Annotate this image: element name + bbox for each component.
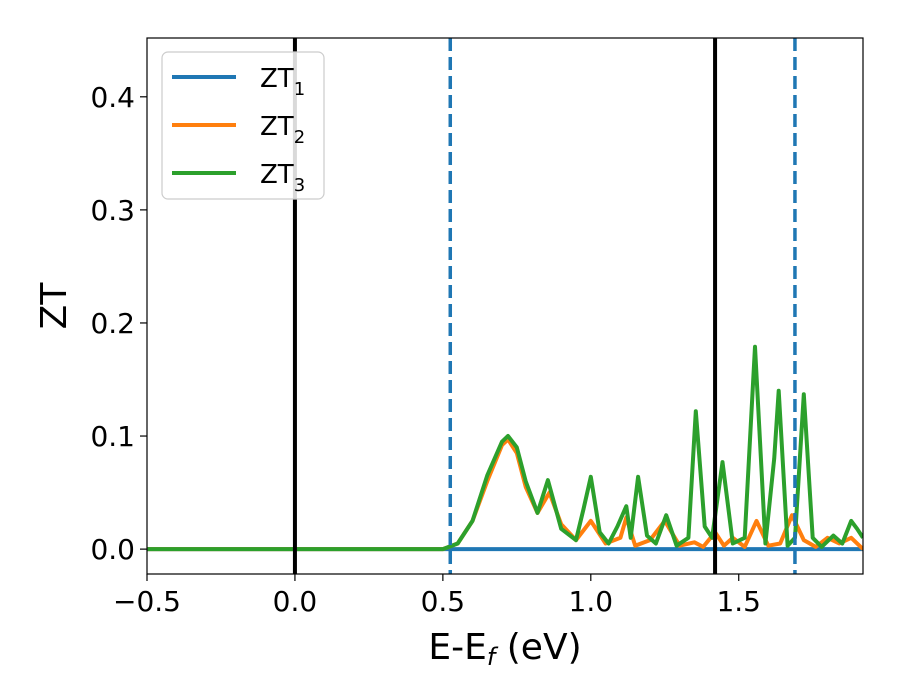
y-tick-label: 0.2: [90, 307, 135, 340]
legend-label-zt1: ZT1: [260, 64, 305, 100]
legend-label-main: ZT: [260, 64, 294, 94]
x-tick-label: 0.0: [273, 585, 318, 618]
y-tick-label: 0.0: [90, 533, 135, 566]
x-tick-label: 1.5: [716, 585, 761, 618]
x-tick-label: 1.0: [569, 585, 614, 618]
y-tick-label: 0.3: [90, 194, 135, 227]
legend-label-zt3: ZT3: [260, 160, 305, 196]
legend-label-zt2: ZT2: [260, 112, 305, 148]
legend-label-sub: 3: [294, 175, 305, 196]
legend-label-sub: 2: [294, 127, 305, 148]
x-tick-label: 0.5: [421, 585, 466, 618]
y-tick-label: 0.1: [90, 420, 135, 453]
y-axis-title: ZT: [34, 282, 75, 330]
x-tick-label: −0.5: [113, 585, 181, 618]
legend-box: [161, 51, 325, 200]
y-tick-label: 0.4: [90, 81, 135, 114]
plot-frame: [146, 37, 864, 575]
x-axis-title-main: E-E: [428, 627, 486, 668]
legend-label-sub: 1: [294, 79, 305, 100]
series-line-zt2: [147, 437, 863, 552]
legend-label-main: ZT: [260, 112, 294, 142]
legend-label-main: ZT: [260, 160, 294, 190]
series-line-zt3: [147, 344, 863, 552]
x-axis-title-unit: (eV): [495, 627, 581, 668]
x-axis-title: E-Ef (eV): [428, 627, 581, 671]
axis-ticks: −0.5 0.0 0.5 1.0 1.5 0.0 0.1 0.2 0.3 0.4: [90, 81, 761, 618]
